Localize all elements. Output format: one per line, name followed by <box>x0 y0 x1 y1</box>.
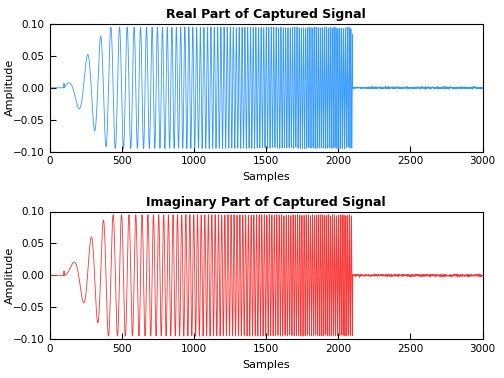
X-axis label: Samples: Samples <box>242 359 290 370</box>
Y-axis label: Amplitude: Amplitude <box>5 59 15 116</box>
Title: Real Part of Captured Signal: Real Part of Captured Signal <box>166 8 366 21</box>
Title: Imaginary Part of Captured Signal: Imaginary Part of Captured Signal <box>146 196 386 209</box>
Y-axis label: Amplitude: Amplitude <box>5 247 15 304</box>
X-axis label: Samples: Samples <box>242 172 290 182</box>
